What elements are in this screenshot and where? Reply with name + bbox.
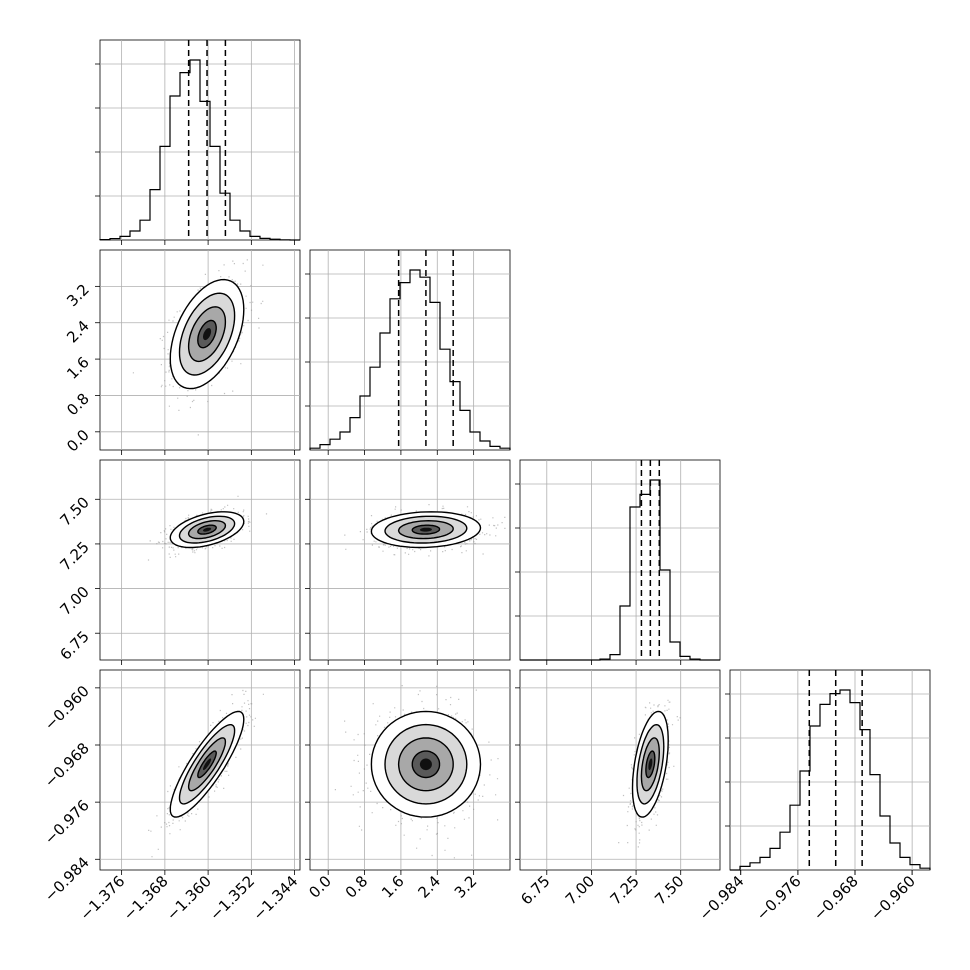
xtick-label-2-1: 7.00 [562, 872, 598, 908]
contour-level-4-2-0 [203, 527, 212, 532]
ytick-label-2-3: 7.50 [56, 493, 92, 529]
ytick-label-2-1: 7.00 [56, 583, 92, 619]
panel-frame-2-1 [309, 459, 511, 661]
ytick-label-2-2: 7.25 [56, 538, 92, 574]
xtick-label-1-4: 3.2 [451, 872, 481, 902]
panel-cloud-1-0 [132, 259, 264, 436]
contour-level-4-3-2 [648, 758, 653, 771]
panel-frame-3-0 [99, 669, 301, 871]
xtick-label-0-3: −1.352 [206, 872, 258, 924]
ytick-label-3-3: −0.960 [41, 682, 93, 734]
xtick-label-2-3: 7.50 [651, 872, 687, 908]
hist-frame-3 [729, 669, 931, 871]
panel-cloud-2-0 [147, 495, 268, 561]
histogram-1 [309, 269, 511, 450]
xtick-label-0-2: −1.360 [163, 872, 215, 924]
xtick-label-1-1: 0.8 [342, 872, 372, 902]
ytick-label-1-3: 2.4 [63, 317, 93, 347]
xtick-label-2-2: 7.25 [607, 872, 643, 908]
histogram-2 [520, 479, 720, 661]
panel-cloud-2-1 [344, 504, 506, 557]
panel-cloud-3-2 [618, 699, 681, 848]
xtick-label-1-3: 2.4 [415, 872, 445, 902]
ytick-label-1-1: 0.8 [63, 390, 93, 420]
ytick-label-2-0: 6.75 [56, 627, 92, 663]
xtick-label-0-1: −1.368 [120, 872, 172, 924]
hist-frame-0 [99, 39, 301, 241]
contour-level-4-3-0 [203, 758, 212, 771]
ytick-label-3-1: −0.976 [41, 796, 93, 848]
panel-frame-2-0 [99, 459, 301, 661]
xtick-label-3-0: −0.984 [696, 872, 748, 924]
panel-cloud-3-0 [148, 689, 264, 858]
ytick-label-1-4: 3.2 [63, 280, 93, 310]
xtick-label-3-1: −0.976 [753, 872, 805, 924]
histogram-0 [99, 59, 300, 241]
xtick-label-3-2: −0.968 [810, 872, 862, 924]
contour-level-4-2-1 [419, 527, 432, 532]
xtick-label-1-0: 0.0 [305, 872, 335, 902]
xtick-label-1-2: 1.6 [378, 872, 408, 902]
xtick-label-2-0: 6.75 [517, 872, 553, 908]
ytick-label-3-2: −0.968 [41, 739, 93, 791]
ytick-label-1-0: 0.0 [63, 426, 93, 456]
panel-cloud-3-1 [334, 685, 499, 859]
contour-level-4-1-0 [203, 328, 212, 341]
xtick-label-0-0: −1.376 [76, 872, 128, 924]
panel-frame-3-2 [519, 669, 721, 871]
hist-frame-2 [519, 459, 721, 661]
hist-frame-1 [309, 249, 511, 451]
panel-frame-1-0 [99, 249, 301, 451]
panel-frame-3-1 [309, 669, 511, 871]
contour-level-4-3-1 [419, 758, 432, 771]
xtick-label-0-4: −1.344 [249, 872, 301, 924]
xtick-label-3-3: −0.960 [867, 872, 919, 924]
histogram-3 [730, 689, 931, 871]
ytick-label-3-0: −0.984 [41, 853, 93, 905]
ytick-label-1-2: 1.6 [63, 353, 93, 383]
